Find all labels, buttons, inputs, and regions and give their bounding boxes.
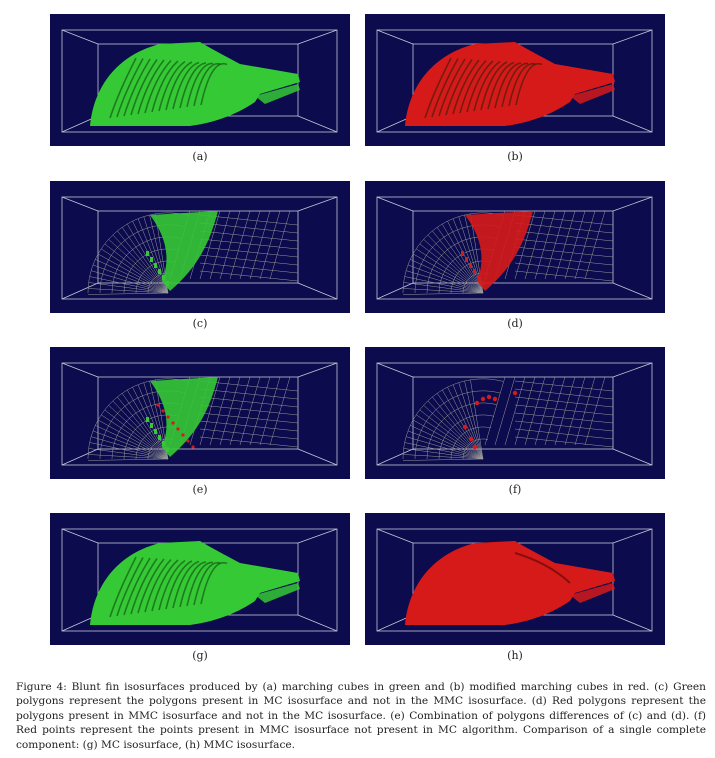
- panel-e: [50, 347, 350, 479]
- difference-polygons: [146, 211, 218, 291]
- panel-e-render: [61, 362, 338, 466]
- panel-a-label: (a): [192, 150, 208, 163]
- bounding-box: [376, 196, 653, 300]
- panel-d-render: [376, 196, 653, 300]
- panel-g: [50, 513, 350, 645]
- panel-h-label: (h): [507, 649, 523, 662]
- difference-polygons: [461, 211, 533, 291]
- panel-e-label: (e): [192, 483, 208, 496]
- panel-f-render: [376, 362, 653, 466]
- difference-points: [462, 390, 518, 450]
- panel-c: [50, 181, 350, 313]
- panel-f: [365, 347, 665, 479]
- isosurface: [405, 541, 615, 625]
- panel-d-label: (d): [507, 317, 523, 330]
- panel-a-render: [61, 29, 338, 133]
- wireframe: [402, 376, 614, 461]
- panel-d: [365, 181, 665, 313]
- panel-c-render: [61, 196, 338, 300]
- bounding-box: [376, 362, 653, 466]
- panel-f-label: (f): [508, 483, 522, 496]
- isosurface: [90, 541, 300, 625]
- isosurface: [405, 42, 615, 126]
- figure-caption: Figure 4: Blunt fin isosurfaces produced…: [16, 681, 706, 751]
- panel-a: [50, 14, 350, 146]
- panel-b: [365, 14, 665, 146]
- bounding-box: [61, 196, 338, 300]
- difference-polygons-red: [156, 403, 195, 449]
- difference-polygons: [146, 377, 218, 457]
- bounding-box: [61, 362, 338, 466]
- panel-b-label: (b): [507, 150, 523, 163]
- panel-h-render: [376, 528, 653, 632]
- panel-c-label: (c): [192, 317, 208, 330]
- wireframe: [87, 376, 299, 461]
- panel-h: [365, 513, 665, 645]
- isosurface: [90, 42, 300, 126]
- panel-g-render: [61, 528, 338, 632]
- panel-g-label: (g): [192, 649, 208, 662]
- panel-b-render: [376, 29, 653, 133]
